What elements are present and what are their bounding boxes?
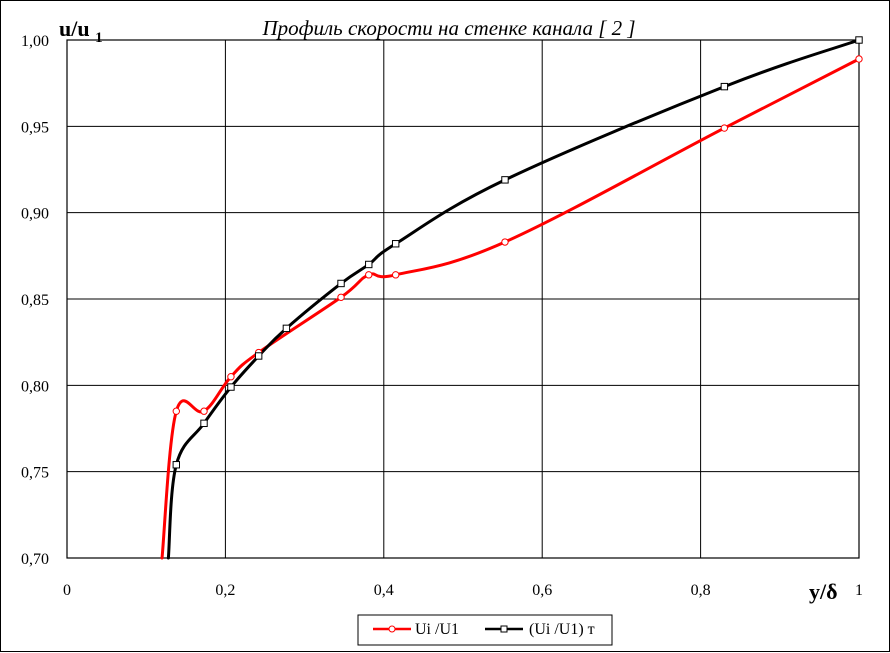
axes [66,39,860,559]
y-axis-label-subscript: 1 [95,30,103,46]
tick-labels: 0 0,2 0,4 0,6 0,8 1 0,70 0,75 0,80 0,85 0,90 0,95 1,… [21,33,863,599]
data-point-series-1 [391,271,400,279]
y-tick-label: 0,75 [21,465,49,482]
data-point-series-2 [282,324,291,333]
plot-area-border [66,39,860,559]
y-tick-label: 0,80 [21,378,49,395]
series-markers [172,36,863,469]
legend-entry-series-1: Ui /U1 [373,621,459,638]
data-point-series-1 [172,407,180,415]
data-point-series-1 [720,124,729,132]
y-tick-label: 0,70 [21,551,49,568]
data-point-series-1 [501,238,509,246]
legend-entry-series-2: (Ui /U1) т [485,621,595,638]
x-tick-label: 0,8 [691,582,711,599]
y-axis-label-main: u/u [59,16,90,41]
data-point-series-2 [391,240,400,248]
x-axis-label: y/δ [809,579,838,604]
y-tick-label: 0,95 [21,119,49,136]
data-point-series-2 [254,352,263,360]
legend: Ui /U1 (Ui /U1) т [357,614,613,646]
y-tick-label: 0,90 [21,206,49,223]
data-point-series-2 [337,279,345,288]
y-tick-label: 0,85 [21,292,49,309]
x-tick-label: 0,6 [532,582,552,599]
legend-marker-series-2 [500,625,508,633]
data-point-series-2 [720,82,729,91]
chart-title: Профиль скорости на стенке канала [ 2 ] [261,16,635,40]
data-point-series-2 [227,383,235,391]
data-point-series-1 [227,373,235,381]
series-line-1 [160,57,861,560]
data-point-series-2 [501,176,509,184]
x-tick-label: 0,4 [374,582,394,599]
x-tick-label: 0,2 [215,582,235,599]
legend-label-series-1: Ui /U1 [415,621,459,638]
data-point-series-2 [855,36,863,44]
legend-label-series-2: (Ui /U1) т [529,621,595,638]
y-tick-label: 1,00 [21,33,49,50]
data-point-series-2 [200,419,208,428]
data-point-series-1 [200,407,208,415]
legend-marker-series-1 [388,625,396,633]
data-point-series-1 [337,293,345,301]
data-point-series-1 [365,271,373,279]
x-tick-label: 1 [855,582,863,599]
data-point-series-1 [855,55,863,63]
data-point-series-2 [172,461,180,469]
x-tick-label: 0 [63,582,71,599]
data-point-series-2 [365,260,373,269]
grid-lines [67,39,860,559]
y-axis-label: u/u 1 [59,16,103,46]
